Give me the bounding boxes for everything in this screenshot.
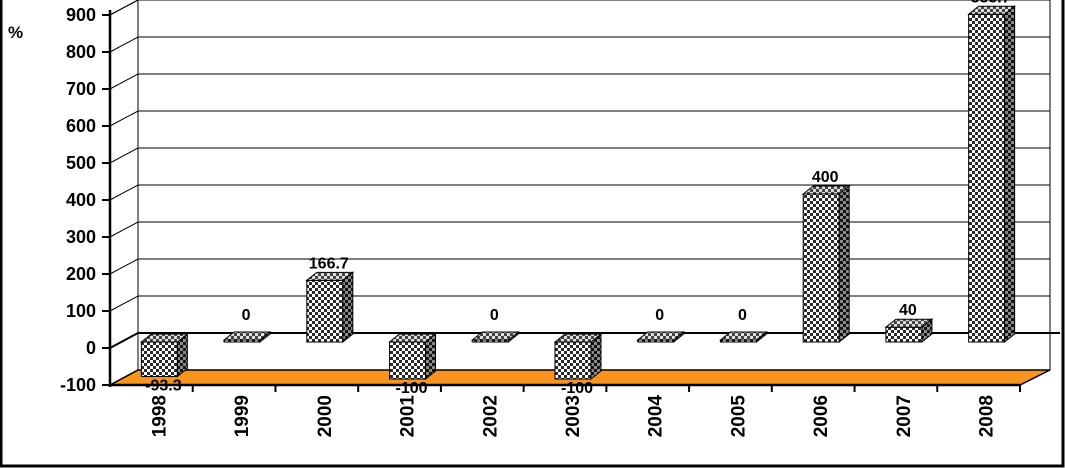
- value-label: 0: [490, 307, 499, 324]
- bar-top: [884, 318, 934, 328]
- gridline: [109, 0, 1050, 16]
- bar-2006: [801, 184, 851, 344]
- value-label: 0: [655, 307, 664, 324]
- gridline: [109, 258, 1050, 275]
- gridline: [109, 36, 1050, 53]
- bar-top: [553, 333, 603, 343]
- bar-1999: [222, 330, 272, 344]
- y-tick-label: 100: [66, 301, 96, 321]
- bar-top: [388, 333, 437, 343]
- x-tick-label-2003: 2003: [563, 395, 584, 437]
- value-label: -100: [561, 380, 593, 397]
- x-tick-label-2001: 2001: [398, 395, 419, 438]
- y-tick-label: -100: [60, 375, 96, 395]
- bar-front: [389, 341, 427, 380]
- y-tick-label: 600: [66, 116, 96, 136]
- bar-top: [305, 271, 355, 281]
- x-tick-label-2002: 2002: [480, 395, 501, 437]
- bar-front: [306, 279, 344, 343]
- bar-front: [968, 13, 1006, 343]
- value-label: 0: [242, 307, 251, 324]
- value-label: 166.7: [309, 255, 349, 272]
- y-tick-label: 500: [66, 153, 96, 173]
- y-axis: -100 0 100 200 300 400 500 600 700 800 900: [60, 5, 112, 395]
- x-tick-label-2007: 2007: [894, 395, 915, 437]
- gridline: [109, 147, 1050, 164]
- x-axis: 1998 1999 2000 2001 2002 2003 2004 2005 2006 2007…: [110, 383, 1021, 438]
- gridline: [109, 295, 1050, 312]
- bar-2005: [719, 330, 768, 344]
- bar-side: [1004, 5, 1016, 344]
- y-tick-label: 400: [66, 190, 96, 210]
- y-tick-label: 200: [66, 264, 96, 284]
- bar-front: [802, 193, 840, 343]
- bar-top: [801, 185, 851, 195]
- bar-2000: [305, 271, 355, 344]
- y-axis-unit-label: %: [8, 23, 23, 42]
- bar-2007: [884, 318, 934, 344]
- x-tick-label-2008: 2008: [977, 395, 998, 437]
- y-tick-label: 700: [66, 79, 96, 99]
- y-tick-label: 800: [66, 42, 96, 62]
- gridline: [109, 184, 1050, 201]
- y-tick-label: 900: [66, 5, 96, 25]
- bar-side: [342, 271, 354, 344]
- bar-2004: [636, 330, 686, 344]
- value-label: -100: [396, 380, 428, 397]
- bar-front: [885, 326, 923, 343]
- value-label: 0: [738, 307, 747, 324]
- x-tick-label-1999: 1999: [232, 395, 253, 437]
- x-tick-label-2000: 2000: [315, 395, 336, 437]
- value-label: 885.7: [971, 0, 1011, 6]
- x-tick-label-2004: 2004: [646, 395, 667, 438]
- bar-top: [470, 331, 520, 341]
- bar-1998: [139, 332, 189, 378]
- bar-top: [719, 331, 768, 341]
- y-tick-label: 300: [66, 227, 96, 247]
- x-tick-label-2006: 2006: [811, 395, 832, 437]
- gridline: [109, 110, 1050, 127]
- value-label: 40: [899, 302, 917, 319]
- bar-top: [139, 333, 189, 343]
- bar-2003: [553, 332, 603, 381]
- bar-front: [140, 341, 178, 378]
- value-label: 400: [812, 169, 839, 186]
- gridline: [109, 73, 1050, 90]
- bar-top: [222, 331, 272, 341]
- bar-front: [554, 341, 592, 380]
- x-tick-label-1998: 1998: [149, 395, 170, 437]
- bars: [139, 5, 1017, 381]
- bar-2001: [388, 332, 437, 381]
- gridline: [109, 221, 1050, 238]
- bar-2002: [470, 330, 520, 344]
- x-tick-label-2005: 2005: [728, 395, 749, 438]
- gridlines: [109, 0, 1050, 386]
- y-tick-label: 0: [86, 338, 96, 358]
- bar-side: [838, 184, 850, 344]
- bar-2008: [967, 5, 1017, 344]
- bar-top: [967, 5, 1017, 15]
- bar-top: [636, 331, 686, 341]
